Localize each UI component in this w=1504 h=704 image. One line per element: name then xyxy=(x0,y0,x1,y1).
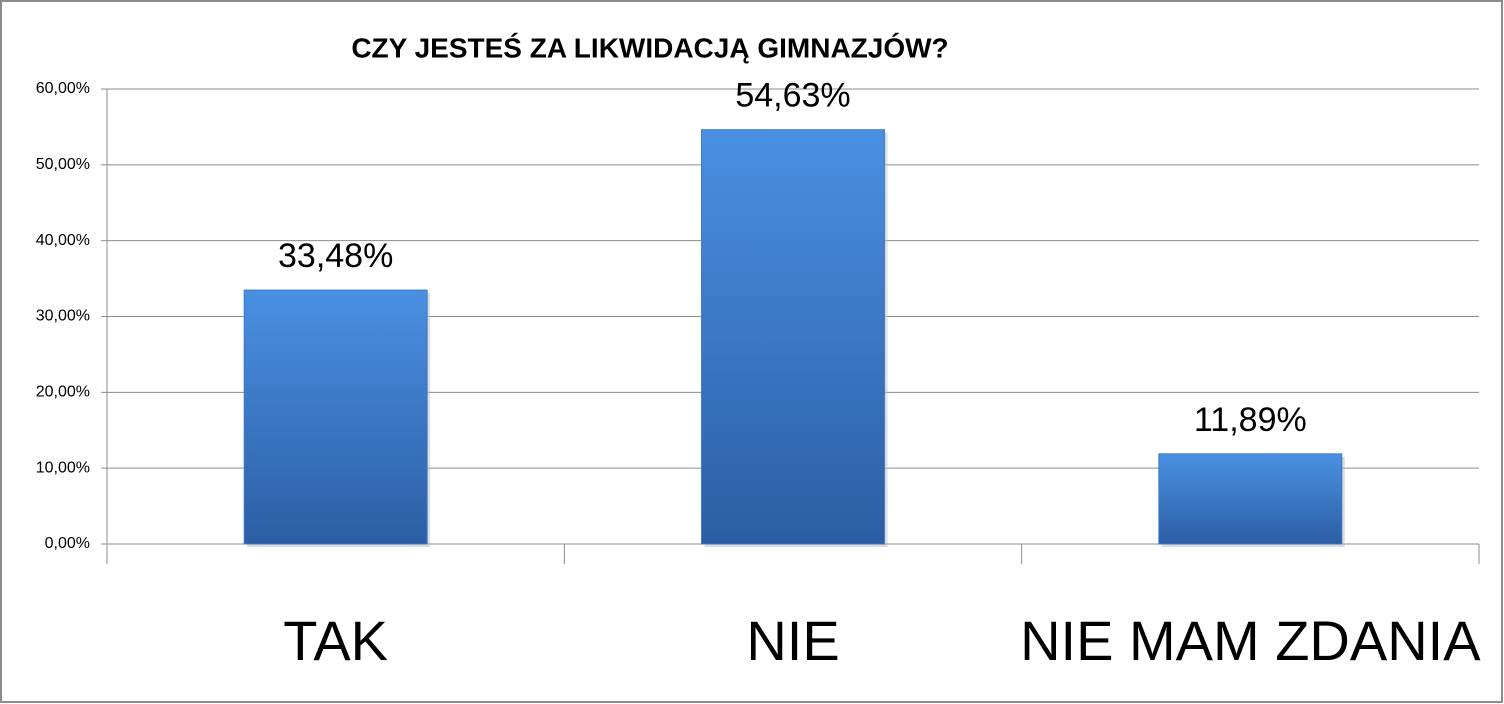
data-label: 54,63% xyxy=(735,77,850,115)
data-label: 33,48% xyxy=(278,237,393,275)
bar xyxy=(1158,453,1343,545)
chart-title: CZY JESTEŚ ZA LIKWIDACJĄ GIMNAZJÓW? xyxy=(351,32,948,63)
x-tick-label: TAK xyxy=(283,609,388,672)
y-tick-label: 60,00% xyxy=(36,80,90,97)
y-tick-label: 50,00% xyxy=(36,156,90,173)
bar xyxy=(701,129,885,545)
y-tick-label: 10,00% xyxy=(36,459,90,476)
bar xyxy=(243,289,428,545)
y-tick-label: 30,00% xyxy=(36,308,90,325)
data-label: 11,89% xyxy=(1194,401,1307,439)
y-tick-label: 40,00% xyxy=(36,232,90,249)
y-tick-label: 20,00% xyxy=(36,384,90,401)
y-tick-label: 0,00% xyxy=(45,535,90,552)
x-tick-label: NIE xyxy=(746,609,839,672)
x-tick-label: NIE MAM ZDANIA xyxy=(1020,609,1481,672)
